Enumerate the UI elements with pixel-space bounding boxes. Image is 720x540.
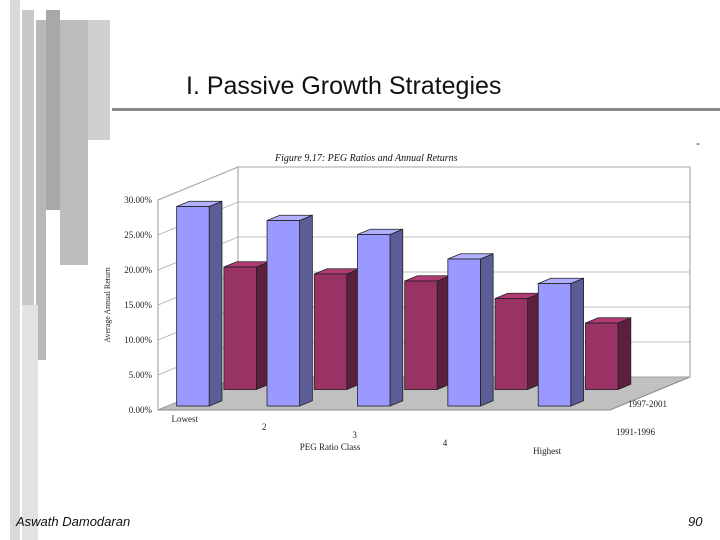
bar-side — [570, 277, 584, 407]
bar-front — [223, 266, 257, 390]
bar-front — [404, 280, 438, 390]
x-tick-label: 2 — [262, 422, 267, 432]
decor-bar-6 — [88, 20, 110, 140]
x-tick-label: Lowest — [172, 414, 199, 424]
decor-bar-5 — [60, 20, 88, 265]
x-tick-label: Highest — [533, 446, 561, 456]
page-number: 90 — [688, 514, 703, 529]
bar-front — [357, 234, 391, 407]
bar-side — [208, 200, 223, 407]
y-tick-label: 30.00% — [124, 195, 152, 205]
bar-1997-2001-4 — [447, 253, 494, 407]
bar-1997-2001-1 — [176, 200, 223, 407]
bar-front — [313, 273, 348, 390]
x-tick-label: 4 — [443, 438, 448, 448]
footer-author: Aswath Damodaran — [16, 514, 131, 529]
title-divider — [112, 108, 720, 111]
decor-bar-3 — [36, 20, 46, 360]
bar-1991-1996-1 — [223, 261, 270, 391]
bar-1997-2001-3 — [357, 228, 404, 407]
y-tick-label: 20.00% — [124, 265, 152, 275]
bar-front — [537, 283, 572, 407]
y-tick-label: 0.00% — [129, 405, 153, 415]
chart-labels: 0.00% 5.00% 10.00% 15.00% 20.00% 25.00% 30.00%… — [103, 153, 667, 456]
series-label-1991-1996: 1991-1996 — [616, 427, 655, 437]
bar-front — [447, 258, 481, 407]
x-axis-label: PEG Ratio Class — [300, 442, 361, 452]
chart-title: Figure 9.17: PEG Ratios and Annual Retur… — [274, 153, 458, 164]
chart-bars — [176, 200, 632, 407]
decor-bar-2 — [22, 10, 34, 305]
gridline — [157, 166, 690, 201]
y-tick-label: 5.00% — [129, 370, 153, 380]
y-tick-label: 25.00% — [124, 230, 152, 240]
bar-1991-1996-5 — [585, 317, 632, 391]
corner-mark: - — [696, 136, 700, 150]
bar-1997-2001-2 — [266, 214, 313, 407]
decor-bar-7 — [22, 305, 38, 540]
x-tick-label: 3 — [352, 430, 357, 440]
bar-1991-1996-3 — [404, 275, 451, 391]
peg-returns-chart: 0.00% 5.00% 10.00% 15.00% 20.00% 25.00% 30.00%… — [103, 153, 691, 456]
bar-front — [266, 220, 300, 407]
bar-side — [389, 228, 404, 407]
bar-1997-2001-5 — [537, 277, 584, 407]
series-label-1997-2001: 1997-2001 — [628, 399, 667, 409]
decor-bar-4 — [46, 10, 60, 210]
decor-bar-1 — [10, 0, 20, 540]
bar-1991-1996-2 — [313, 268, 361, 391]
bar-front — [176, 206, 210, 407]
page-title: I. Passive Growth Strategies — [186, 72, 502, 100]
y-tick-label: 10.00% — [124, 335, 152, 345]
bar-front — [585, 322, 619, 390]
bar-side — [617, 317, 632, 391]
bar-front — [494, 298, 529, 390]
y-axis-label: Average Annual Return — [103, 267, 112, 342]
bar-side — [479, 253, 494, 407]
y-tick-label: 15.00% — [124, 300, 152, 310]
bar-1991-1996-4 — [494, 292, 541, 391]
bar-side — [299, 214, 313, 407]
